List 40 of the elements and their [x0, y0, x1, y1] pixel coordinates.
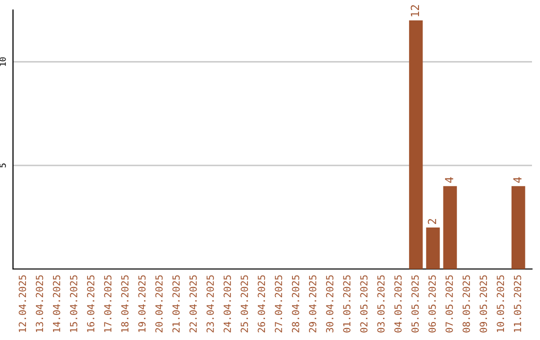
x-tick-label: 08.05.2025 [462, 275, 470, 332]
x-tick-label: 25.04.2025 [240, 275, 248, 332]
x-tick-label: 19.04.2025 [138, 275, 146, 332]
x-tick-label: 05.05.2025 [411, 275, 419, 332]
y-tick-label: 10 [0, 57, 6, 66]
x-tick-label: 24.04.2025 [224, 275, 231, 332]
x-tick-label: 02.05.2025 [360, 275, 368, 332]
x-tick-label: 17.04.2025 [104, 275, 112, 332]
x-tick-label: 07.05.2025 [446, 275, 453, 332]
x-tick-label: 03.05.2025 [377, 275, 385, 332]
x-tick-label: 23.04.2025 [206, 275, 214, 332]
data-label: 2 [428, 219, 436, 224]
x-tick-label: 16.04.2025 [87, 275, 94, 332]
x-tick-label: 10.05.2025 [496, 275, 504, 332]
bar [512, 186, 526, 269]
x-tick-label: 18.04.2025 [121, 275, 129, 332]
x-tick-label: 04.05.2025 [394, 275, 402, 332]
x-tick-label: 14.04.2025 [52, 275, 60, 332]
x-tick-label: 13.04.2025 [36, 275, 44, 332]
x-tick-label: 28.04.2025 [292, 275, 300, 332]
x-tick-label: 22.04.2025 [189, 275, 197, 332]
x-tick-label: 15.04.2025 [70, 275, 78, 332]
x-tick-label: 26.04.2025 [258, 275, 266, 332]
x-tick-label: 01.05.2025 [343, 275, 350, 332]
bar [409, 20, 423, 269]
x-tick-label: 29.04.2025 [308, 275, 316, 332]
x-tick-label: 12.04.2025 [18, 275, 26, 332]
x-tick-label: 09.05.2025 [480, 275, 488, 332]
data-label: 12 [410, 5, 420, 16]
bar [426, 228, 440, 269]
x-tick-label: 11.05.2025 [514, 275, 522, 332]
x-tick-label: 27.04.2025 [274, 275, 282, 332]
x-tick-label: 30.04.2025 [326, 275, 334, 332]
x-tick-label: 20.04.2025 [155, 275, 163, 332]
x-tick-label: 06.05.2025 [428, 275, 436, 332]
y-tick-label: 5 [0, 164, 6, 168]
data-label: 4 [445, 177, 454, 183]
data-label: 4 [513, 177, 522, 183]
x-tick-label: 21.04.2025 [172, 275, 180, 332]
bar [443, 186, 457, 269]
